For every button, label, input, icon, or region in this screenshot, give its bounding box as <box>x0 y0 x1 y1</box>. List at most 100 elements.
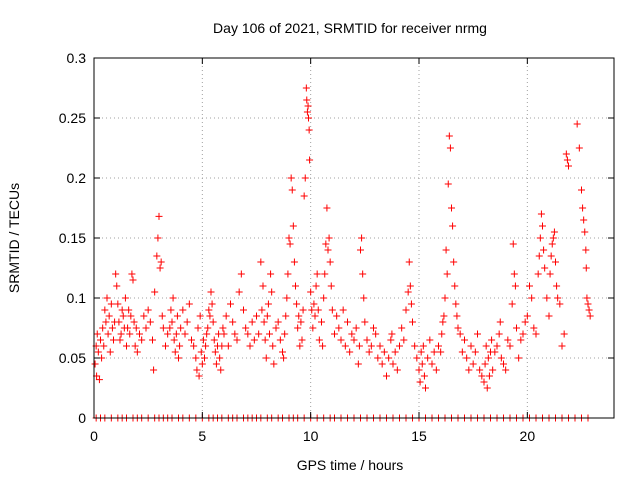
data-point <box>444 180 452 188</box>
data-point <box>467 342 475 350</box>
data-point <box>385 354 393 362</box>
y-axis-label: SRMTID / TECUs <box>6 183 22 293</box>
data-point <box>391 348 399 356</box>
data-point <box>176 342 184 350</box>
data-point <box>283 294 291 302</box>
data-point <box>285 234 293 242</box>
data-point <box>372 330 380 338</box>
data-point <box>411 342 419 350</box>
data-point <box>105 312 113 320</box>
data-point <box>428 360 436 368</box>
data-point <box>281 330 289 338</box>
data-point <box>185 300 193 308</box>
data-point <box>279 348 286 356</box>
data-point <box>146 318 154 326</box>
data-point <box>91 360 99 368</box>
data-point <box>150 366 158 374</box>
data-point <box>526 282 533 290</box>
data-point <box>575 144 583 152</box>
data-point <box>474 330 481 338</box>
data-point <box>445 132 453 140</box>
data-point <box>430 348 438 356</box>
data-point <box>201 354 208 362</box>
data-point <box>202 342 210 350</box>
data-point <box>212 360 220 368</box>
data-point <box>482 342 490 350</box>
data-point <box>446 144 454 152</box>
data-point <box>194 324 202 332</box>
data-point <box>560 330 568 338</box>
data-point <box>365 348 373 356</box>
data-point <box>209 318 217 326</box>
data-point <box>485 372 493 380</box>
data-point <box>584 300 592 308</box>
data-point <box>193 366 201 374</box>
data-point <box>465 366 473 374</box>
data-point <box>506 342 514 350</box>
data-point <box>488 336 496 344</box>
data-point <box>124 324 132 332</box>
data-point <box>461 336 468 344</box>
data-point <box>198 360 206 368</box>
x-tick-label: 20 <box>520 428 536 444</box>
data-point <box>523 312 531 320</box>
data-point <box>481 360 489 368</box>
data-point <box>155 212 163 220</box>
data-point <box>266 330 273 338</box>
data-point <box>126 330 134 338</box>
data-point <box>287 174 295 182</box>
data-point <box>190 342 198 350</box>
data-point <box>315 336 323 344</box>
data-point <box>290 258 298 266</box>
data-point <box>319 342 327 350</box>
data-point <box>322 240 330 248</box>
data-point <box>405 258 413 266</box>
data-point <box>127 312 135 320</box>
data-point <box>413 354 421 362</box>
data-point <box>257 258 265 266</box>
data-point <box>318 318 325 326</box>
data-point <box>261 336 269 344</box>
data-point <box>272 324 280 332</box>
data-point <box>578 186 585 194</box>
data-point <box>269 342 277 350</box>
data-point <box>218 342 226 350</box>
data-point <box>112 270 120 278</box>
data-point <box>456 330 464 338</box>
data-point <box>294 324 302 332</box>
data-point <box>188 336 195 344</box>
data-point <box>113 282 121 290</box>
data-point <box>172 330 180 338</box>
data-point <box>121 294 129 302</box>
data-point <box>370 324 377 332</box>
data-point <box>346 348 354 356</box>
data-point <box>553 282 561 290</box>
data-point <box>142 324 150 332</box>
data-point <box>438 330 446 338</box>
data-point <box>311 312 319 320</box>
data-point <box>580 216 588 224</box>
data-point <box>262 354 270 362</box>
data-point <box>116 336 124 344</box>
data-point <box>149 336 156 344</box>
data-point <box>358 234 366 242</box>
data-point <box>305 126 313 134</box>
data-point <box>136 330 143 338</box>
data-point <box>129 276 137 284</box>
data-point <box>540 246 548 254</box>
data-points <box>91 84 594 422</box>
data-point <box>451 282 459 290</box>
data-point <box>258 306 266 314</box>
data-point <box>393 366 401 374</box>
data-point <box>491 348 499 356</box>
data-point <box>573 120 581 128</box>
data-point <box>359 270 367 278</box>
data-point <box>133 348 141 356</box>
data-point <box>263 312 271 320</box>
data-point <box>264 300 272 308</box>
data-point <box>453 312 461 320</box>
data-point <box>333 312 341 320</box>
data-point <box>301 174 309 182</box>
data-point <box>355 342 363 350</box>
data-point <box>299 306 307 314</box>
